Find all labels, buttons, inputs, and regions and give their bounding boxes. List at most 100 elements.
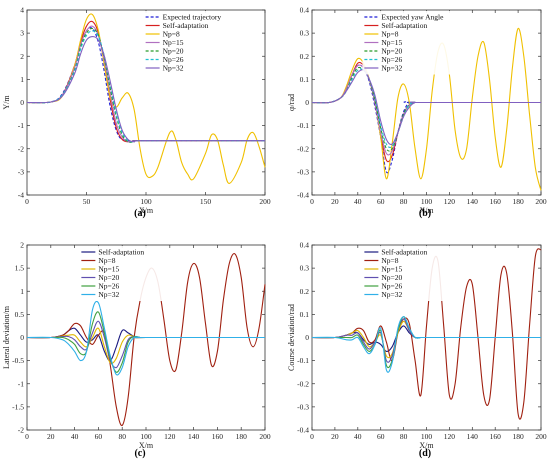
x-tick-label: 20 (47, 432, 55, 441)
y-tick-label: 0.4 (300, 241, 310, 250)
y-tick-label: -1 (18, 121, 24, 130)
x-tick-label: 40 (354, 432, 362, 441)
x-tick-label: 200 (535, 432, 547, 441)
x-tick-label: 80 (118, 432, 126, 441)
y-tick-label: 0 (20, 98, 24, 107)
legend-entry: Np=26 (381, 55, 402, 64)
legend-entry: Np=20 (381, 273, 402, 282)
y-tick-label: -0.4 (297, 191, 309, 200)
x-tick-label: 160 (490, 432, 502, 441)
y-tick-label: 1 (20, 287, 24, 296)
y-tick-label: 0 (305, 333, 309, 342)
series-line-np-32 (26, 300, 265, 376)
legend-entry: Np=20 (163, 47, 184, 56)
legend-entry: Np=32 (98, 290, 119, 299)
series-line-np-32 (311, 316, 541, 373)
x-tick-label: 0 (310, 197, 314, 206)
panel-caption: (a) (134, 208, 146, 219)
x-tick-label: 160 (212, 432, 224, 441)
chart-panel-1: 0 50 100 150 200 -4 -3 -2 -1 0 1 2 3 4 Expected trajec… (2, 6, 271, 220)
y-tick-label: 0.2 (300, 287, 310, 296)
y-tick-label: -0.3 (297, 167, 309, 176)
legend-entry: Np=8 (98, 256, 115, 265)
y-tick-label: 3 (20, 29, 24, 38)
x-axis-label: X/m (139, 441, 154, 450)
x-tick-label: 100 (421, 197, 433, 206)
y-tick-label: -1.5 (12, 402, 24, 411)
y-tick-label: -0.1 (297, 121, 309, 130)
y-tick-label: -0.2 (297, 144, 309, 153)
legend-entry: Np=15 (98, 265, 119, 274)
legend-entry: Np=8 (381, 30, 398, 39)
legend-entry: Np=15 (381, 38, 402, 47)
y-axis-label: Course deviation/rad (287, 304, 296, 371)
x-axis-label: X/m (139, 206, 154, 215)
y-tick-label: 0.1 (300, 75, 310, 84)
legend-entry: Np=32 (381, 290, 402, 299)
x-tick-label: 80 (400, 197, 408, 206)
y-tick-label: -3 (18, 167, 24, 176)
y-tick-label: -1 (18, 379, 24, 388)
y-axis-label: Y/m (2, 95, 11, 110)
legend-entry: Self-adaptation (381, 248, 427, 257)
y-tick-label: 0 (305, 98, 309, 107)
legend-entry: Np=20 (381, 47, 402, 56)
legend-entry: Self-adaptation (381, 21, 427, 30)
panel-caption: (b) (419, 208, 431, 219)
series-line-np-8 (26, 13, 266, 184)
legend-entry: Expected trajectory (163, 13, 222, 22)
y-tick-label: -2 (18, 144, 24, 153)
legend-entry: Expected yaw Angle (381, 13, 444, 22)
x-tick-label: 100 (421, 432, 433, 441)
y-axis-label: Lateral deviation/m (2, 305, 11, 369)
legend-entry: Np=26 (163, 55, 184, 64)
x-tick-label: 40 (354, 197, 362, 206)
x-tick-label: 150 (200, 197, 212, 206)
x-tick-label: 100 (140, 432, 152, 441)
legend-entry: Np=20 (98, 273, 119, 282)
x-tick-label: 80 (400, 432, 408, 441)
panel-caption: (c) (134, 448, 145, 459)
x-tick-label: 200 (535, 197, 547, 206)
legend-entry: Np=15 (381, 265, 402, 274)
x-tick-label: 60 (377, 197, 385, 206)
chart-panel-2: 0 20 40 60 80 100 120 140 160 180 200 -0.4 -0.3 -0.2 -… (287, 6, 547, 220)
x-tick-label: 40 (71, 432, 79, 441)
y-tick-label: 0.3 (300, 29, 310, 38)
y-tick-label: -0.4 (297, 426, 309, 435)
y-tick-label: 1.5 (15, 264, 25, 273)
legend-entry: Np=32 (163, 64, 184, 73)
y-tick-label: 0.3 (300, 264, 310, 273)
x-tick-label: 60 (377, 432, 385, 441)
x-tick-label: 20 (331, 432, 339, 441)
x-tick-label: 0 (25, 432, 29, 441)
x-tick-label: 120 (444, 432, 456, 441)
y-axis-label: φ/rad (287, 94, 296, 111)
y-tick-label: 0.4 (300, 6, 310, 15)
y-tick-label: -2 (18, 426, 24, 435)
y-tick-label: -0.3 (297, 402, 309, 411)
y-tick-label: 0.2 (300, 52, 310, 61)
y-tick-label: 2 (20, 241, 24, 250)
y-tick-label: 1 (20, 75, 24, 84)
x-tick-label: 180 (512, 432, 524, 441)
legend: Expected yaw AngleSelf-adaptationNp=8Np=… (362, 11, 453, 75)
x-tick-label: 50 (83, 197, 91, 206)
legend-box (79, 246, 170, 301)
y-tick-label: 0.5 (15, 310, 25, 319)
y-tick-label: 0.1 (300, 310, 310, 319)
y-tick-label: -0.2 (297, 379, 309, 388)
series-line-np-32 (26, 36, 266, 143)
series-line-np-32 (311, 69, 541, 145)
legend-entry: Np=32 (381, 64, 402, 73)
y-tick-label: -0.1 (297, 356, 309, 365)
chart-panel-4: 0 20 40 60 80 100 120 140 160 180 200 -0.4 -0.3 -0.2 -… (287, 241, 547, 460)
x-tick-label: 100 (140, 197, 152, 206)
y-tick-label: -4 (18, 191, 24, 200)
series-line-np-26 (311, 68, 541, 149)
x-tick-label: 0 (310, 432, 314, 441)
legend-entry: Np=8 (381, 256, 398, 265)
